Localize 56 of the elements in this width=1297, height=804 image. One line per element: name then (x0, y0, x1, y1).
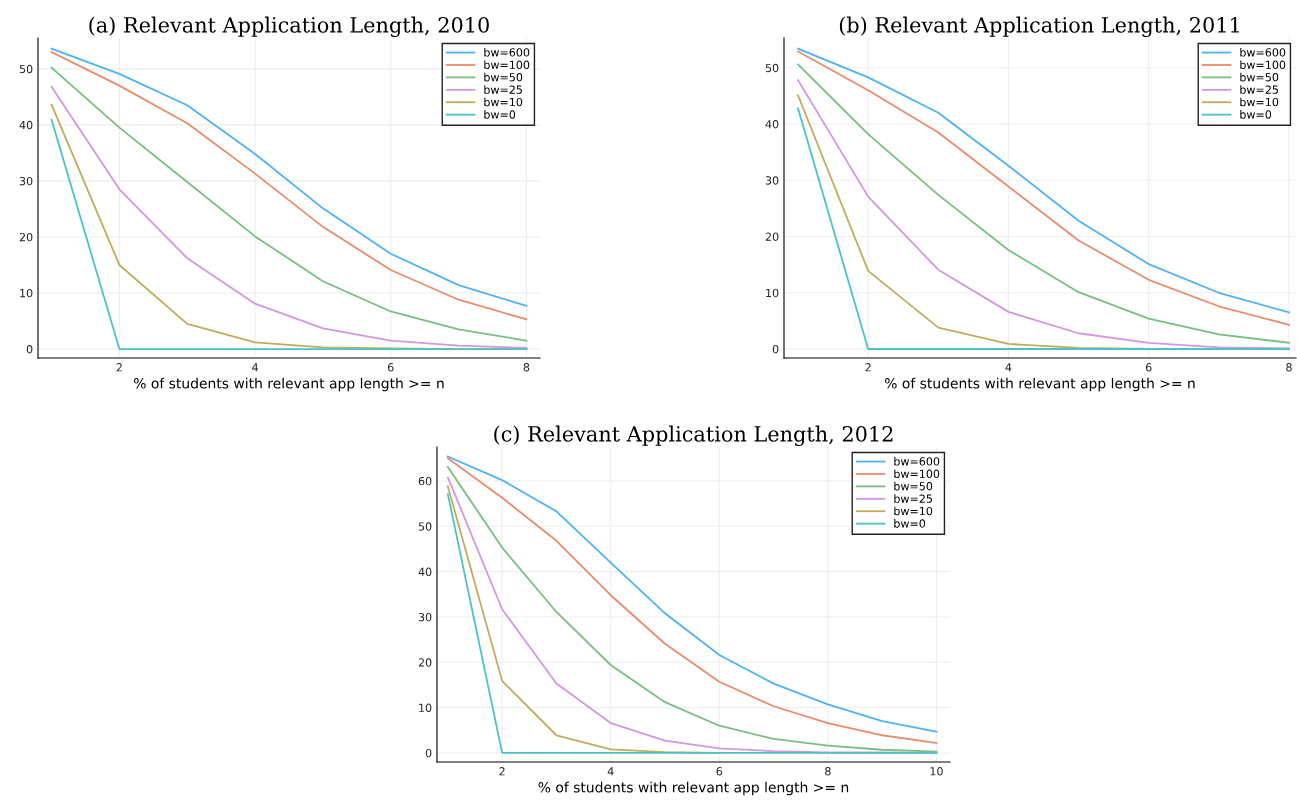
y-tick-label: 10 (419, 703, 432, 712)
y-tick-label: 0 (425, 748, 432, 758)
legend-label: bw=10 (894, 506, 933, 516)
legend-label: bw=10 (484, 97, 523, 107)
y-tick-label: 50 (418, 522, 432, 531)
x-tick-label: 8 (523, 363, 530, 372)
x-tick-label: 6 (1145, 363, 1152, 372)
legend-label: bw=600 (894, 457, 940, 466)
legend-label: bw=25 (1240, 85, 1278, 94)
y-tick-label: 10 (20, 288, 33, 298)
x-tick-label: 4 (607, 767, 614, 776)
legend-label: bw=100 (484, 60, 530, 70)
legend-label: bw=50 (1240, 72, 1279, 82)
y-tick-label: 30 (765, 176, 779, 185)
y-tick-label: 10 (766, 288, 779, 298)
x-tick-label: 8 (825, 767, 831, 776)
legend-label: bw=100 (894, 469, 940, 479)
x-tick-label: 2 (865, 363, 871, 372)
y-tick-label: 40 (418, 567, 432, 577)
legend-label: bw=10 (1240, 97, 1279, 107)
x-axis-title: % of students with relevant app length >= n (885, 377, 1195, 392)
x-tick-label: 6 (388, 363, 394, 372)
legend-label: bw=25 (894, 494, 932, 503)
x-tick-label: 2 (499, 767, 505, 776)
y-tick-label: 0 (26, 345, 33, 354)
y-tick-label: 20 (418, 658, 432, 667)
legend-label: bw=600 (1240, 48, 1286, 57)
x-tick-label: 4 (1005, 363, 1012, 372)
legend-label: bw=0 (1240, 110, 1272, 119)
y-tick-label: 30 (418, 612, 432, 622)
x-tick-label: 6 (716, 767, 723, 776)
legend-label: bw=600 (484, 48, 530, 57)
y-tick-label: 50 (19, 64, 33, 74)
y-tick-label: 0 (772, 344, 779, 354)
chart-title: (b) Relevant Application Length, 2011 (839, 16, 1239, 38)
y-tick-label: 20 (19, 232, 33, 242)
legend-label: bw=25 (484, 85, 522, 94)
x-axis-title: % of students with relevant app length >= n (134, 377, 444, 392)
y-tick-label: 60 (418, 476, 432, 486)
chart-title: (a) Relevant Application Length, 2010 (89, 16, 489, 38)
y-tick-label: 40 (19, 120, 33, 130)
y-tick-label: 20 (765, 232, 779, 241)
legend-label: bw=100 (1240, 60, 1286, 70)
x-tick-label: 4 (252, 363, 258, 372)
y-tick-label: 30 (19, 176, 33, 186)
y-tick-label: 40 (765, 120, 779, 129)
x-tick-label: 8 (1286, 363, 1292, 372)
legend-label: bw=50 (894, 481, 933, 491)
chart-title: (c) Relevant Application Length, 2012 (494, 425, 893, 447)
legend-label: bw=50 (484, 72, 523, 82)
x-axis-title: % of students with relevant app length >= n (538, 781, 849, 796)
legend-label: bw=0 (484, 110, 516, 119)
legend-label: bw=0 (894, 519, 926, 528)
x-tick-label: 2 (116, 363, 122, 372)
x-tick-label: 10 (930, 767, 943, 776)
y-tick-label: 50 (765, 63, 779, 73)
